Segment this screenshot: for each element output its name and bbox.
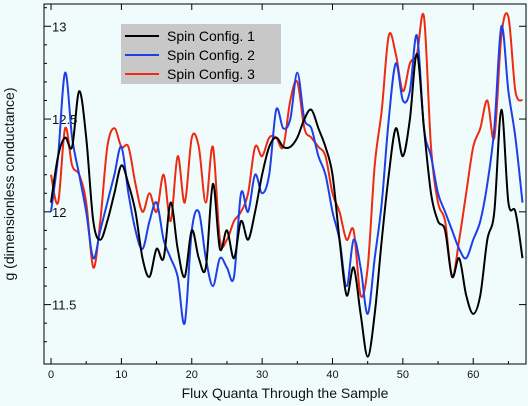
series-lines (50, 12, 524, 358)
series-line-spin-config-1 (50, 53, 524, 358)
x-tick-label: 50 (397, 369, 409, 381)
y-tick-label: 12 (52, 205, 66, 220)
x-tick-label: 20 (186, 369, 198, 381)
x-axis-title: Flux Quanta Through the Sample (182, 385, 389, 401)
x-tick-label: 60 (467, 369, 479, 381)
legend-label-spin-config-1: Spin Config. 1 (167, 28, 255, 44)
y-tick-label: 13 (52, 19, 66, 34)
y-tick-label: 12.5 (52, 112, 77, 127)
legend-label-spin-config-2: Spin Config. 2 (167, 47, 255, 63)
plot-frame (43, 3, 527, 365)
legend: Spin Config. 1 Spin Config. 2 Spin Confi… (121, 24, 281, 84)
x-tick-label: 40 (326, 369, 338, 381)
y-tick-label: 11.5 (52, 298, 76, 313)
series-line-spin-config-3 (50, 12, 524, 298)
x-axis: 0 10 20 30 40 50 60 (48, 4, 509, 381)
x-tick-label: 10 (115, 369, 127, 381)
series-line-spin-config-2 (50, 25, 524, 325)
y-axis-title: g (dimensionless conductance) (1, 88, 17, 281)
x-tick-label: 30 (256, 369, 268, 381)
x-tick-label: 0 (48, 369, 54, 381)
legend-label-spin-config-3: Spin Config. 3 (167, 66, 255, 82)
